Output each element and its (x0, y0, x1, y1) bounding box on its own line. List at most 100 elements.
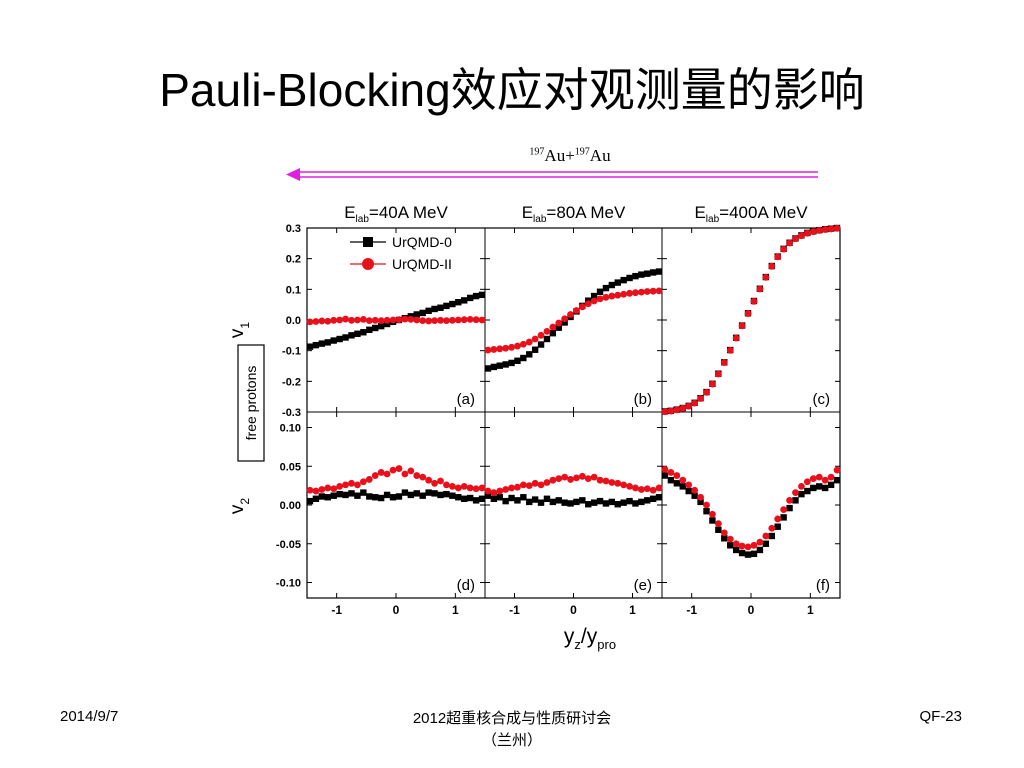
point-panel4-urqmd-ii-10 (543, 479, 551, 486)
point-panel4-urqmd-0-5 (514, 497, 521, 504)
point-panel5-urqmd-ii-29 (833, 466, 841, 474)
point-panel5-urqmd-ii-1 (667, 469, 675, 476)
panel-label-3: (d) (457, 577, 475, 594)
point-panel3-urqmd-0-16 (401, 489, 409, 496)
point-panel5-urqmd-0-1 (667, 477, 675, 484)
point-panel4-urqmd-0-10 (543, 495, 551, 502)
point-panel0-urqmd-0-24 (449, 300, 456, 308)
point-panel0-urqmd-ii-7 (348, 316, 355, 324)
point-panel4-urqmd-ii-24 (626, 483, 633, 490)
point-panel0-urqmd-ii-18 (413, 316, 421, 324)
point-panel5-urqmd-0-6 (697, 498, 704, 506)
x-tick-label-2-0: -1 (686, 603, 697, 617)
point-panel4-urqmd-0-15 (573, 498, 580, 506)
point-panel3-urqmd-ii-15 (395, 465, 403, 472)
point-panel4-urqmd-0-6 (520, 494, 527, 501)
point-panel1-urqmd-ii-0 (484, 346, 492, 354)
point-panel0-urqmd-0-4 (330, 337, 337, 344)
point-panel4-urqmd-ii-20 (602, 477, 610, 485)
point-panel5-urqmd-ii-25 (809, 475, 817, 483)
point-panel5-urqmd-0-0 (661, 472, 669, 479)
point-panel0-urqmd-0-9 (360, 329, 367, 336)
point-panel4-urqmd-ii-21 (608, 479, 616, 486)
point-panel2-urqmd-ii-9 (714, 370, 722, 378)
point-panel2-urqmd-ii-21 (786, 239, 793, 247)
point-panel5-urqmd-0-7 (703, 508, 710, 515)
data-marks (306, 224, 841, 558)
column-title-0-energy: =40A MeV (369, 203, 449, 222)
point-panel0-urqmd-0-19 (419, 309, 426, 317)
panel-label-4: (e) (634, 577, 652, 594)
point-panel3-urqmd-ii-12 (377, 469, 385, 476)
point-panel1-urqmd-ii-18 (590, 297, 598, 305)
point-panel0-urqmd-0-6 (342, 334, 349, 341)
legend-label-urqmd-0: UrQMD-0 (392, 234, 452, 250)
point-panel5-urqmd-0-25 (810, 484, 817, 492)
point-panel1-urqmd-0-25 (632, 272, 639, 280)
point-panel5-urqmd-ii-27 (821, 476, 829, 484)
x-tick-label-1-2: 1 (629, 603, 636, 617)
point-panel3-urqmd-0-27 (466, 494, 474, 502)
point-panel5-urqmd-0-20 (780, 514, 787, 521)
point-panel3-urqmd-0-11 (372, 494, 379, 501)
point-panel1-urqmd-ii-20 (602, 293, 610, 301)
point-panel5-urqmd-0-29 (833, 477, 841, 484)
point-panel3-urqmd-ii-23 (443, 481, 450, 489)
y-tick-label-bottom-1: 0.05 (280, 461, 301, 473)
point-panel1-urqmd-0-7 (526, 351, 533, 358)
free-protons-label: free protons (243, 366, 259, 441)
point-panel2-urqmd-ii-3 (679, 404, 687, 412)
point-panel1-urqmd-ii-4 (508, 343, 515, 351)
point-panel2-urqmd-ii-26 (815, 227, 823, 234)
point-panel1-urqmd-ii-5 (514, 342, 521, 350)
point-panel3-urqmd-0-21 (431, 490, 438, 497)
point-panel4-urqmd-0-29 (655, 494, 663, 501)
point-panel1-urqmd-ii-27 (643, 288, 651, 295)
point-panel4-urqmd-0-27 (644, 497, 651, 504)
y-axis-label-v2: v2 (227, 498, 252, 515)
point-panel1-urqmd-0-3 (502, 361, 509, 368)
point-panel4-urqmd-ii-4 (508, 484, 515, 492)
point-panel0-urqmd-ii-20 (425, 317, 433, 325)
point-panel3-urqmd-0-2 (318, 493, 326, 500)
point-panel0-urqmd-ii-1 (312, 318, 320, 325)
point-panel2-urqmd-ii-15 (750, 297, 758, 305)
point-panel4-urqmd-0-12 (555, 497, 562, 504)
tick-labels: 0.3 0.2 0.1 0.0 -0.1 -0.2 -0.3 0.10 0.05 0.00 -0.0… (276, 223, 814, 617)
point-panel5-urqmd-ii-3 (679, 476, 687, 484)
point-panel4-urqmd-0-0 (484, 492, 492, 499)
point-panel5-urqmd-0-18 (768, 532, 775, 540)
free-protons-box: free protons (237, 344, 265, 462)
point-panel0-urqmd-0-29 (478, 291, 486, 299)
point-panel1-urqmd-0-8 (531, 346, 539, 353)
point-panel1-urqmd-0-13 (561, 319, 568, 326)
point-panel2-urqmd-ii-13 (738, 322, 746, 330)
point-panel0-urqmd-0-3 (324, 339, 331, 346)
point-panel1-urqmd-ii-26 (637, 288, 645, 296)
point-panel4-urqmd-ii-9 (537, 481, 545, 489)
point-panel5-urqmd-ii-7 (703, 501, 710, 509)
point-panel3-urqmd-ii-9 (359, 478, 367, 486)
point-panel3-urqmd-ii-22 (437, 477, 444, 485)
point-panel1-urqmd-0-6 (520, 354, 527, 362)
point-panel3-urqmd-ii-10 (365, 476, 373, 483)
point-panel4-urqmd-ii-8 (531, 479, 539, 487)
point-panel5-urqmd-ii-5 (691, 486, 699, 494)
y-tick-label-bottom-3: -0.05 (276, 539, 301, 551)
x-axis-label: yz/ypro (564, 625, 616, 652)
point-panel5-urqmd-ii-14 (744, 543, 752, 551)
point-panel4-urqmd-0-21 (608, 498, 616, 506)
point-panel5-urqmd-ii-16 (756, 538, 764, 546)
point-panel2-urqmd-ii-29 (833, 224, 841, 232)
column-title-1-energy: =80A MeV (546, 203, 626, 222)
point-panel0-urqmd-0-21 (431, 305, 438, 313)
column-title-2-energy: =400A MeV (719, 203, 808, 222)
point-panel2-urqmd-ii-4 (685, 402, 693, 410)
point-panel1-urqmd-0-5 (514, 357, 521, 364)
point-panel5-urqmd-0-17 (762, 540, 770, 547)
point-panel4-urqmd-ii-19 (596, 476, 604, 484)
point-panel0-urqmd-ii-5 (336, 316, 344, 324)
point-panel1-urqmd-0-29 (655, 268, 663, 275)
point-panel3-urqmd-ii-3 (324, 484, 332, 492)
point-panel3-urqmd-ii-24 (448, 483, 456, 490)
